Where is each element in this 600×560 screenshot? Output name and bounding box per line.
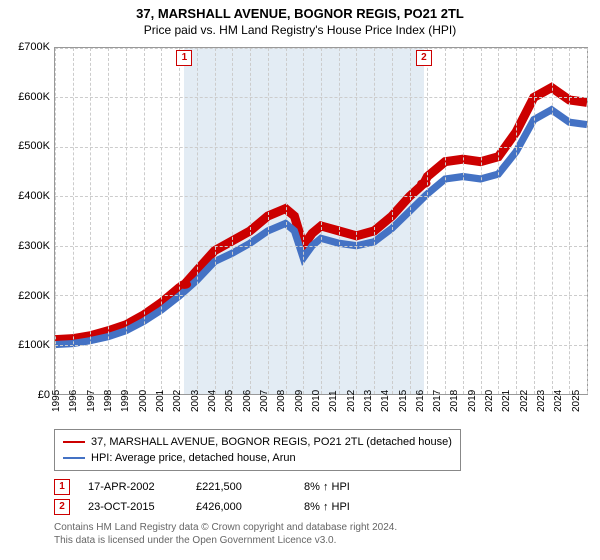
x-axis-label: 2019 xyxy=(467,390,478,412)
x-axis-label: 2013 xyxy=(363,390,374,412)
x-axis-label: 1999 xyxy=(120,390,131,412)
event-row: 1 17-APR-2002 £221,500 8% ↑ HPI xyxy=(54,479,592,495)
x-axis-label: 1998 xyxy=(103,390,114,412)
event-date: 17-APR-2002 xyxy=(88,481,178,493)
callout-marker: 1 xyxy=(176,50,192,66)
y-axis-label: £100K xyxy=(8,339,50,351)
y-axis-label: £400K xyxy=(8,190,50,202)
x-axis-label: 2007 xyxy=(259,390,270,412)
x-axis-label: 2008 xyxy=(276,390,287,412)
x-axis-label: 2018 xyxy=(449,390,460,412)
x-axis-label: 1995 xyxy=(51,390,62,412)
legend-item: 37, MARSHALL AVENUE, BOGNOR REGIS, PO21 … xyxy=(63,434,452,450)
event-price: £221,500 xyxy=(196,481,286,493)
x-axis-label: 2000 xyxy=(138,390,149,412)
callout-marker: 2 xyxy=(416,50,432,66)
x-axis-label: 2003 xyxy=(190,390,201,412)
transaction-events: 1 17-APR-2002 £221,500 8% ↑ HPI 2 23-OCT-2015… xyxy=(54,479,592,515)
x-axis-label: 2023 xyxy=(536,390,547,412)
x-axis-label: 1997 xyxy=(86,390,97,412)
event-price: £426,000 xyxy=(196,501,286,513)
legend-label: HPI: Average price, detached house, Arun xyxy=(91,450,296,466)
x-axis-label: 2017 xyxy=(432,390,443,412)
x-axis-label: 2016 xyxy=(415,390,426,412)
license-text: Contains HM Land Registry data © Crown c… xyxy=(54,521,592,547)
x-axis-label: 2006 xyxy=(242,390,253,412)
event-marker: 1 xyxy=(54,479,70,495)
legend-label: 37, MARSHALL AVENUE, BOGNOR REGIS, PO21 … xyxy=(91,434,452,450)
x-axis-label: 2024 xyxy=(553,390,564,412)
event-delta: 8% ↑ HPI xyxy=(304,481,394,493)
y-axis-label: £700K xyxy=(8,41,50,53)
license-line-2: This data is licensed under the Open Gov… xyxy=(54,534,592,547)
x-axis-label: 2005 xyxy=(224,390,235,412)
x-axis-label: 2022 xyxy=(519,390,530,412)
legend-swatch xyxy=(63,457,85,459)
x-axis-label: 2010 xyxy=(311,390,322,412)
y-axis-label: £500K xyxy=(8,140,50,152)
y-axis-label: £600K xyxy=(8,91,50,103)
event-marker: 2 xyxy=(54,499,70,515)
x-axis-label: 2009 xyxy=(294,390,305,412)
x-axis-label: 1996 xyxy=(68,390,79,412)
x-axis-label: 2014 xyxy=(380,390,391,412)
license-line-1: Contains HM Land Registry data © Crown c… xyxy=(54,521,592,534)
legend-swatch xyxy=(63,441,85,443)
event-date: 23-OCT-2015 xyxy=(88,501,178,513)
plot-area: 12 xyxy=(54,47,588,395)
x-axis-label: 2002 xyxy=(172,390,183,412)
page-title: 37, MARSHALL AVENUE, BOGNOR REGIS, PO21 … xyxy=(8,6,592,21)
y-axis-label: £200K xyxy=(8,290,50,302)
y-axis-label: £300K xyxy=(8,240,50,252)
x-axis-label: 2001 xyxy=(155,390,166,412)
x-axis-label: 2015 xyxy=(398,390,409,412)
page-subtitle: Price paid vs. HM Land Registry's House … xyxy=(8,23,592,37)
y-axis-label: £0 xyxy=(8,389,50,401)
x-axis-label: 2004 xyxy=(207,390,218,412)
x-axis-label: 2021 xyxy=(501,390,512,412)
event-delta: 8% ↑ HPI xyxy=(304,501,394,513)
event-row: 2 23-OCT-2015 £426,000 8% ↑ HPI xyxy=(54,499,592,515)
price-chart: 12 £0£100K£200K£300K£400K£500K£600K£700K… xyxy=(8,43,592,423)
x-axis-label: 2012 xyxy=(346,390,357,412)
legend-item: HPI: Average price, detached house, Arun xyxy=(63,450,452,466)
x-axis-label: 2025 xyxy=(571,390,582,412)
legend: 37, MARSHALL AVENUE, BOGNOR REGIS, PO21 … xyxy=(54,429,461,471)
x-axis-label: 2011 xyxy=(328,390,339,412)
x-axis-label: 2020 xyxy=(484,390,495,412)
